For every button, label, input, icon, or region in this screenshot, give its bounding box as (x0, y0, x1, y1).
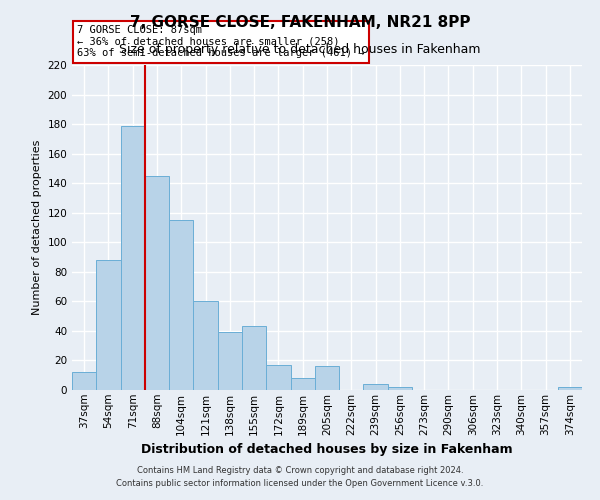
Bar (315, 366, 339, 390)
Bar (558, 387, 582, 390)
Text: 7, GORSE CLOSE, FAKENHAM, NR21 8PP: 7, GORSE CLOSE, FAKENHAM, NR21 8PP (130, 15, 470, 30)
Bar (72, 372, 96, 390)
Bar (242, 326, 266, 390)
Bar (121, 126, 145, 390)
X-axis label: Distribution of detached houses by size in Fakenham: Distribution of detached houses by size … (141, 443, 513, 456)
Bar (266, 365, 290, 390)
Bar (145, 176, 169, 390)
Bar (96, 260, 121, 390)
Bar (218, 332, 242, 390)
Bar (290, 378, 315, 390)
Bar (364, 384, 388, 390)
Text: 7 GORSE CLOSE: 87sqm
← 36% of detached houses are smaller (258)
63% of semi-deta: 7 GORSE CLOSE: 87sqm ← 36% of detached h… (77, 26, 365, 58)
Y-axis label: Number of detached properties: Number of detached properties (32, 140, 42, 315)
Text: Contains HM Land Registry data © Crown copyright and database right 2024.
Contai: Contains HM Land Registry data © Crown c… (116, 466, 484, 487)
Bar (388, 387, 412, 390)
Bar (169, 220, 193, 390)
Text: Size of property relative to detached houses in Fakenham: Size of property relative to detached ho… (119, 42, 481, 56)
Bar (193, 302, 218, 390)
